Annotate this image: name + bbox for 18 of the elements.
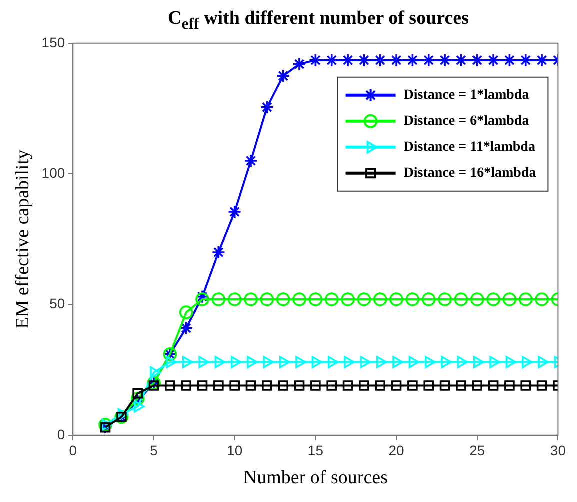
x-tick-label: 25 xyxy=(470,442,486,459)
y-tick-label: 50 xyxy=(50,296,66,312)
legend-label: Distance = 1*lambda xyxy=(404,88,530,104)
x-tick-label: 10 xyxy=(227,442,243,459)
y-axis-title: EM effective capability xyxy=(12,149,34,329)
chart-title: C$_{eff}$ with different number of sources xyxy=(167,8,470,33)
legend-label: Distance = 11*lambda xyxy=(404,140,536,156)
x-tick-label: 20 xyxy=(388,442,405,459)
y-tick-label: 0 xyxy=(57,426,66,442)
x-tick-label: 0 xyxy=(69,442,78,459)
x-tick-label: 5 xyxy=(150,442,158,459)
x-tick-label: 30 xyxy=(550,442,566,459)
legend-label: Distance = 6*lambda xyxy=(404,114,530,130)
x-axis-title: Number of sources xyxy=(243,468,388,489)
y-tick-label: 100 xyxy=(42,164,66,181)
y-tick-label: 150 xyxy=(42,34,66,50)
x-tick-label: 15 xyxy=(308,442,324,459)
legend-label: Distance = 16*lambda xyxy=(404,166,536,182)
